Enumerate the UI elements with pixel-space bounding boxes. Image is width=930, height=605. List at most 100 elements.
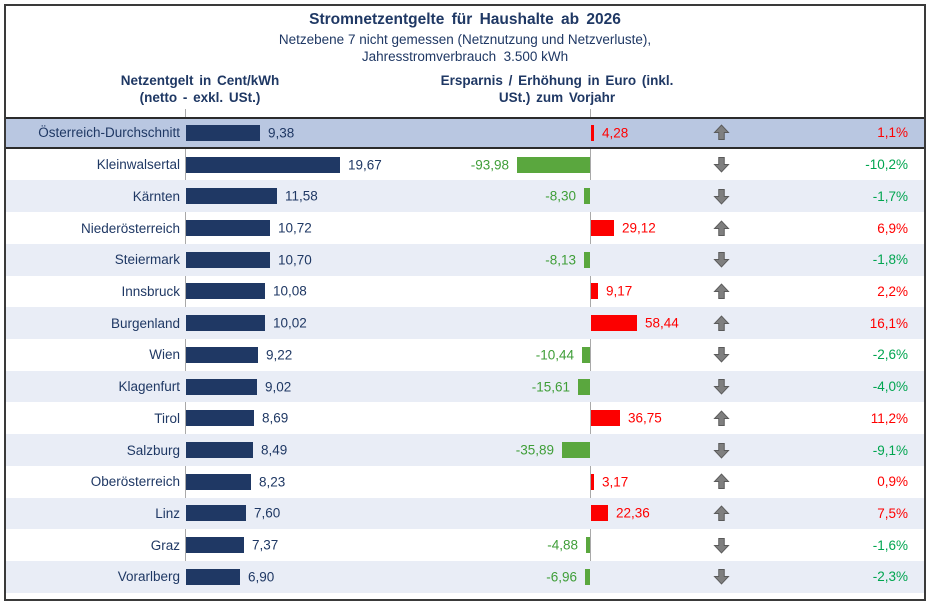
percent-change-value: -10,2% <box>865 157 908 173</box>
ersparnis-bar <box>586 537 590 554</box>
euro-change-value: -8,13 <box>545 252 576 268</box>
netzentgelt-bar <box>186 124 260 141</box>
direction-arrow-cell <box>706 212 736 244</box>
euro-change-value: 4,28 <box>602 125 629 141</box>
direction-arrow-cell <box>706 149 736 181</box>
chart-rows-area: Österreich-Durchschnitt 9,38 4,28 1,1% Klein… <box>6 109 924 593</box>
table-row: Österreich-Durchschnitt 9,38 4,28 1,1% <box>6 117 924 149</box>
euro-change-value: 3,17 <box>602 474 629 490</box>
netzentgelt-value: 9,22 <box>266 347 293 363</box>
netzentgelt-bar <box>186 188 277 205</box>
region-label: Linz <box>155 505 180 521</box>
erhoehung-bar <box>591 410 620 427</box>
up-arrow-icon <box>712 473 730 490</box>
region-label: Graz <box>150 537 180 553</box>
table-row: Kärnten 11,58 -8,30 -1,7% <box>6 180 924 213</box>
region-label: Wien <box>149 347 180 363</box>
chart-subtitle-line1: Netzebene 7 nicht gemessen (Netznutzung … <box>278 32 652 47</box>
euro-change-value: -8,30 <box>545 188 576 204</box>
down-arrow-icon <box>712 379 730 395</box>
netzentgelt-bar <box>186 251 270 268</box>
euro-change-value: -93,98 <box>470 157 509 173</box>
column-header-ersparnis-line1: Ersparnis / Erhöhung in Euro (inkl. <box>440 73 674 88</box>
table-row: Burgenland 10,02 58,44 16,1% <box>6 307 924 340</box>
region-label: Salzburg <box>126 442 180 458</box>
percent-change-value: -2,6% <box>872 347 908 363</box>
erhoehung-bar <box>591 315 637 332</box>
ersparnis-bar <box>585 568 590 585</box>
netzentgelt-value: 9,38 <box>268 125 295 141</box>
netzentgelt-value: 10,08 <box>273 283 307 299</box>
erhoehung-bar <box>591 283 598 300</box>
down-arrow-icon <box>712 188 730 205</box>
chart-title: Stromnetzentgelte für Haushalte ab 2026 <box>309 11 621 28</box>
down-arrow-icon <box>712 347 730 364</box>
column-header-ersparnis-line2: USt.) zum Vorjahr <box>498 90 616 105</box>
down-arrow-icon <box>712 157 730 173</box>
percent-change-value: 2,2% <box>877 283 908 299</box>
region-label: Klagenfurt <box>118 379 180 395</box>
ersparnis-bar <box>584 188 590 205</box>
euro-change-value: 58,44 <box>645 315 679 331</box>
netzentgelt-bar <box>186 442 253 459</box>
ersparnis-bar <box>517 156 590 173</box>
up-arrow-icon <box>712 124 730 141</box>
euro-zero-axis-line <box>590 109 591 593</box>
direction-arrow-cell <box>706 371 736 403</box>
netzentgelt-bar <box>186 410 254 427</box>
up-arrow-icon <box>712 315 730 331</box>
direction-arrow-cell <box>706 466 736 498</box>
table-row: Klagenfurt 9,02 -15,61 -4,0% <box>6 370 924 403</box>
region-label: Vorarlberg <box>117 569 180 585</box>
region-label: Österreich-Durchschnitt <box>38 125 180 141</box>
euro-change-value: 9,17 <box>606 283 633 299</box>
column-header-ersparnis: Ersparnis / Erhöhung in Euro (inkl. USt.… <box>397 72 717 106</box>
erhoehung-bar <box>591 124 594 141</box>
netzentgelt-bar <box>186 283 265 300</box>
table-row: Linz 7,60 22,36 7,5% <box>6 497 924 530</box>
ersparnis-bar <box>584 251 590 268</box>
direction-arrow-cell <box>706 244 736 276</box>
down-arrow-icon <box>712 442 730 459</box>
region-label: Burgenland <box>110 315 180 331</box>
table-row: Innsbruck 10,08 9,17 2,2% <box>6 276 924 308</box>
netzentgelt-value: 8,23 <box>259 474 286 490</box>
down-arrow-icon <box>712 537 730 554</box>
region-label: Kärnten <box>132 188 180 204</box>
table-row: Wien 9,22 -10,44 -2,6% <box>6 339 924 371</box>
percent-change-value: 16,1% <box>869 315 908 331</box>
region-label: Steiermark <box>114 252 180 268</box>
cent-axis-line <box>185 109 186 593</box>
table-row: Niederösterreich 10,72 29,12 6,9% <box>6 212 924 244</box>
euro-change-value: 36,75 <box>628 410 662 426</box>
netzentgelt-value: 9,02 <box>265 379 292 395</box>
table-row: Steiermark 10,70 -8,13 -1,8% <box>6 243 924 276</box>
direction-arrow-cell <box>706 402 736 434</box>
netzentgelt-bar <box>186 156 340 173</box>
up-arrow-icon <box>712 505 730 521</box>
table-row: Vorarlberg 6,90 -6,96 -2,3% <box>6 561 924 593</box>
ersparnis-bar <box>578 378 590 395</box>
percent-change-value: 11,2% <box>870 410 908 426</box>
euro-change-value: -15,61 <box>531 379 570 395</box>
netzentgelt-value: 10,72 <box>278 220 312 236</box>
percent-change-value: -1,6% <box>872 537 908 553</box>
down-arrow-icon <box>712 252 730 268</box>
direction-arrow-cell <box>706 276 736 308</box>
percent-change-value: -2,3% <box>872 569 908 585</box>
netzentgelt-value: 11,58 <box>285 188 318 204</box>
percent-change-value: 7,5% <box>877 505 908 521</box>
table-row: Salzburg 8,49 -35,89 -9,1% <box>6 434 924 466</box>
erhoehung-bar <box>591 473 594 490</box>
region-label: Oberösterreich <box>90 474 180 490</box>
euro-change-value: 29,12 <box>622 220 656 236</box>
percent-change-value: 1,1% <box>877 125 908 141</box>
down-arrow-icon <box>712 569 730 586</box>
chart-subtitle-line2: Jahresstromverbrauch 3.500 kWh <box>361 49 569 64</box>
netzentgelt-bar <box>186 568 240 585</box>
euro-change-value: -4,88 <box>547 537 578 553</box>
netzentgelt-bar <box>186 220 270 237</box>
netzentgelt-bar <box>186 315 265 332</box>
column-header-netzentgelt-line2: (netto - exkl. USt.) <box>139 90 261 105</box>
direction-arrow-cell <box>706 119 736 147</box>
